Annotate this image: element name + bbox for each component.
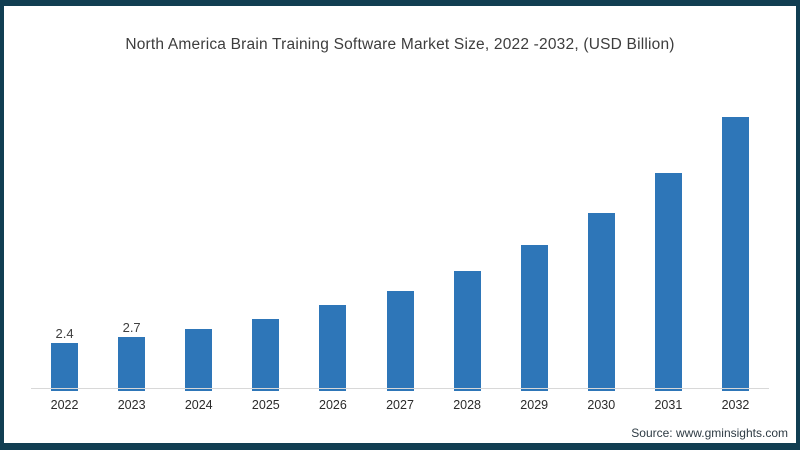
bar-2032: [721, 117, 749, 391]
bar-2028: [453, 271, 481, 391]
x-tick-label-2031: 2031: [654, 398, 683, 412]
x-axis-line: [31, 388, 769, 389]
bar-2025: [252, 319, 280, 391]
x-tick-label-2023: 2023: [117, 398, 146, 412]
x-tick-label-2029: 2029: [520, 398, 549, 412]
bar-2031: [654, 173, 682, 391]
bar-column-2024: 2024: [165, 108, 232, 414]
bar-stack-2023: 2.7: [118, 111, 146, 391]
bar-2027: [386, 291, 414, 391]
bar-2023: [118, 337, 146, 391]
bar-column-2026: 2026: [299, 108, 366, 414]
bar-column-2027: 2027: [366, 108, 433, 414]
bar-column-2022: 2.4 2022: [31, 108, 98, 414]
bar-2022: [51, 343, 79, 391]
bar-value-label-2023: 2.7: [122, 320, 141, 335]
chart-title: North America Brain Training Software Ma…: [125, 36, 675, 53]
bar-stack-2026: [319, 111, 347, 391]
bar-stack-2030: [587, 111, 615, 391]
bar-column-2031: 2031: [635, 108, 702, 414]
bar-2029: [520, 245, 548, 391]
bar-2030: [587, 213, 615, 391]
x-tick-label-2025: 2025: [251, 398, 280, 412]
x-tick-label-2032: 2032: [721, 398, 750, 412]
bar-2026: [319, 305, 347, 391]
bar-stack-2031: [654, 111, 682, 391]
bar-column-2028: 2028: [434, 108, 501, 414]
bar-stack-2032: [721, 111, 749, 391]
bar-stack-2022: 2.4: [51, 111, 79, 391]
bar-column-2025: 2025: [232, 108, 299, 414]
x-tick-label-2030: 2030: [587, 398, 616, 412]
bar-column-2029: 2029: [501, 108, 568, 414]
bar-stack-2029: [520, 111, 548, 391]
source-attribution: Source: www.gminsights.com: [631, 426, 788, 440]
bar-column-2023: 2.7 2023: [98, 108, 165, 414]
bar-stack-2024: [185, 111, 213, 391]
bar-stack-2028: [453, 111, 481, 391]
x-tick-label-2022: 2022: [50, 398, 79, 412]
x-tick-label-2026: 2026: [319, 398, 347, 412]
bar-column-2032: 2032: [702, 108, 769, 414]
x-tick-label-2028: 2028: [453, 398, 482, 412]
bar-2024: [185, 329, 213, 391]
bar-stack-2027: [386, 111, 414, 391]
bar-value-label-2022: 2.4: [55, 326, 74, 341]
bar-stack-2025: [252, 111, 280, 391]
bar-column-2030: 2030: [568, 108, 635, 414]
x-tick-label-2024: 2024: [184, 398, 213, 412]
x-tick-label-2027: 2027: [386, 398, 414, 412]
plot-area: 2.4 2022 2.7 2023 2024 2025 2026 2027 2028 2029 20…: [31, 108, 769, 414]
